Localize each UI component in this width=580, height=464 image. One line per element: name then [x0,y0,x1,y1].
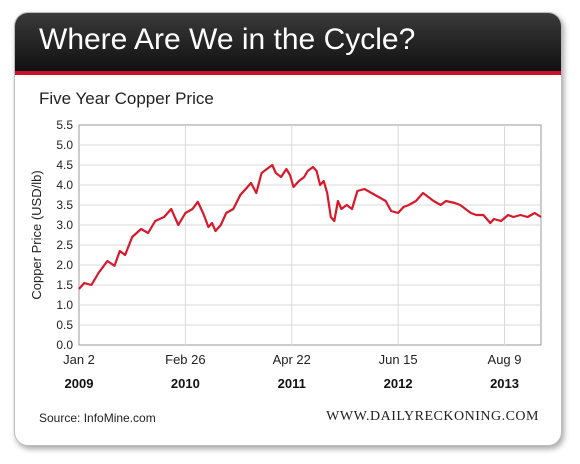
x-year-label: 2011 [278,376,306,391]
x-tick-label: Jun 15 [379,352,418,367]
y-tick-label: 5.0 [56,138,73,152]
x-tick-label: Aug 9 [488,352,522,367]
x-tick-label: Jan 2 [63,352,95,367]
y-tick-label: 2.5 [56,238,73,252]
x-tick-label: Apr 22 [273,352,311,367]
copper-price-line [78,163,542,290]
y-tick-label: 3.5 [56,198,73,212]
x-tick-label: Feb 26 [165,352,205,367]
x-year-label: 2012 [384,376,413,391]
x-year-label: 2013 [490,376,519,391]
plot-area [78,124,542,346]
source-note: Source: InfoMine.com [39,411,156,425]
chart-subtitle: Five Year Copper Price [39,89,214,108]
chart-card: Where Are We in the Cycle? Five Year Cop… [14,12,562,446]
brand-url: WWW.DAILYRECKONING.COM [326,409,539,424]
y-tick-label: 1.0 [56,298,73,312]
y-tick-label: 1.5 [56,278,73,292]
y-tick-labels: 0.0 0.5 1.0 1.5 2.0 2.5 3.0 3.5 4.0 4.5 5.0 5.5 [56,118,73,352]
y-tick-label: 0.5 [56,318,73,332]
series-group [78,163,542,290]
copper-price-chart: 0.0 0.5 1.0 1.5 2.0 2.5 3.0 3.5 4.0 4.5 5.0 5.5 Jan… [29,118,542,391]
y-tick-label: 0.0 [56,338,73,352]
banner-title: Where Are We in the Cycle? [39,23,416,56]
x-year-label: 2009 [65,376,94,391]
x-tick-labels: Jan 2 2009 Feb 26 2010 Apr 22 2011 Jun 15 2012 A… [63,352,521,391]
y-tick-label: 3.0 [56,218,73,232]
y-tick-label: 5.5 [56,118,73,132]
y-tick-label: 2.0 [56,258,73,272]
y-axis-label: Copper Price (USD/lb) [29,170,44,299]
title-banner: Where Are We in the Cycle? [15,13,561,75]
y-tick-label: 4.5 [56,158,73,172]
x-year-label: 2010 [171,376,200,391]
y-tick-label: 4.0 [56,178,73,192]
gridlines [79,125,541,345]
